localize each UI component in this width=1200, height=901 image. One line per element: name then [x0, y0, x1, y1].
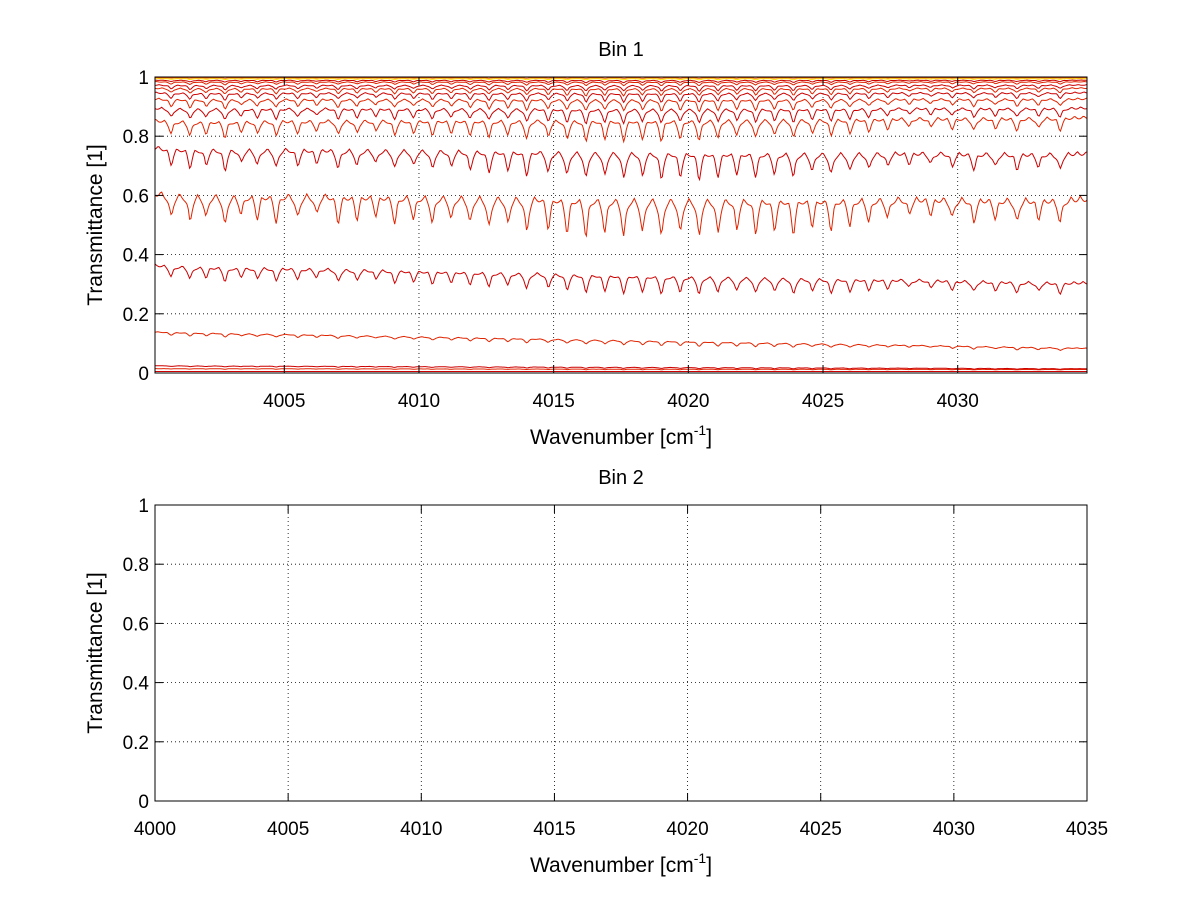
x-axis-label: Wavenumber [cm-1]: [530, 422, 712, 449]
series-line-5: [155, 263, 1087, 296]
plot-area: [155, 505, 1087, 801]
axes-box: [154, 76, 1088, 374]
x-tick-label: 4010: [398, 391, 440, 412]
series-line-4: [155, 331, 1087, 351]
series-group: [155, 77, 1087, 372]
y-tick-label: 0.8: [123, 555, 149, 576]
y-tick-label: 0: [138, 364, 149, 385]
chart-title: Bin 2: [598, 467, 644, 489]
y-tick-label: 1: [138, 496, 149, 517]
series-line-16: [155, 77, 1087, 81]
series-line-3: [155, 365, 1087, 370]
y-tick-label: 0.4: [123, 246, 150, 267]
y-tick-label: 0.4: [123, 674, 150, 695]
y-tick-label: 0.6: [123, 186, 149, 207]
x-tick-label: 4015: [533, 819, 575, 840]
y-axis-label: Transmittance [1]: [84, 572, 107, 733]
y-tick-label: 0.6: [123, 614, 149, 635]
x-tick-label: 4000: [134, 819, 176, 840]
x-tick-label: 4005: [267, 819, 309, 840]
plot-area: [155, 77, 1087, 373]
x-tick-label: 4020: [667, 391, 709, 412]
series-line-2: [155, 368, 1087, 371]
series-line-13: [155, 84, 1087, 92]
series-line-8: [155, 115, 1087, 144]
y-tick-label: 0.2: [123, 733, 149, 754]
x-tick-label: 4005: [263, 391, 305, 412]
series-line-7: [155, 146, 1087, 182]
series-line-11: [155, 91, 1087, 104]
x-tick-label: 4035: [1066, 819, 1108, 840]
x-tick-label: 4025: [802, 391, 844, 412]
y-tick-label: 0: [138, 792, 149, 813]
x-tick-label: 4030: [937, 391, 979, 412]
chart-bin-2: 4000 4005 4010 4015 4020 4025 4030 4035 0 0.2 0.4 0…: [84, 467, 1108, 877]
series-line-9: [155, 106, 1087, 125]
x-tick-label: 4010: [400, 819, 442, 840]
y-tick-label: 0.8: [123, 127, 149, 148]
x-tick-label: 4025: [800, 819, 842, 840]
x-axis-label: Wavenumber [cm-1]: [530, 850, 712, 877]
x-tick-label: 4020: [666, 819, 708, 840]
y-tick-label: 1: [138, 68, 149, 89]
series-line-15: [155, 79, 1087, 84]
x-tick-label: 4030: [933, 819, 975, 840]
y-axis-label: Transmittance [1]: [84, 144, 107, 305]
chart-title: Bin 1: [598, 39, 644, 61]
x-tick-label: 4015: [533, 391, 575, 412]
axes-box: [154, 504, 1088, 802]
series-line-17: [155, 77, 1087, 79]
series-line-10: [155, 97, 1087, 113]
series-line-14: [155, 80, 1087, 87]
chart-bin-1: 4005 4010 4015 4020 4025 4030 0 0.2 0.4 0.6 0.8 1 Bi…: [84, 39, 1088, 449]
series-line-6: [155, 191, 1087, 238]
y-tick-label: 0.2: [123, 305, 149, 326]
series-line-12: [155, 87, 1087, 97]
